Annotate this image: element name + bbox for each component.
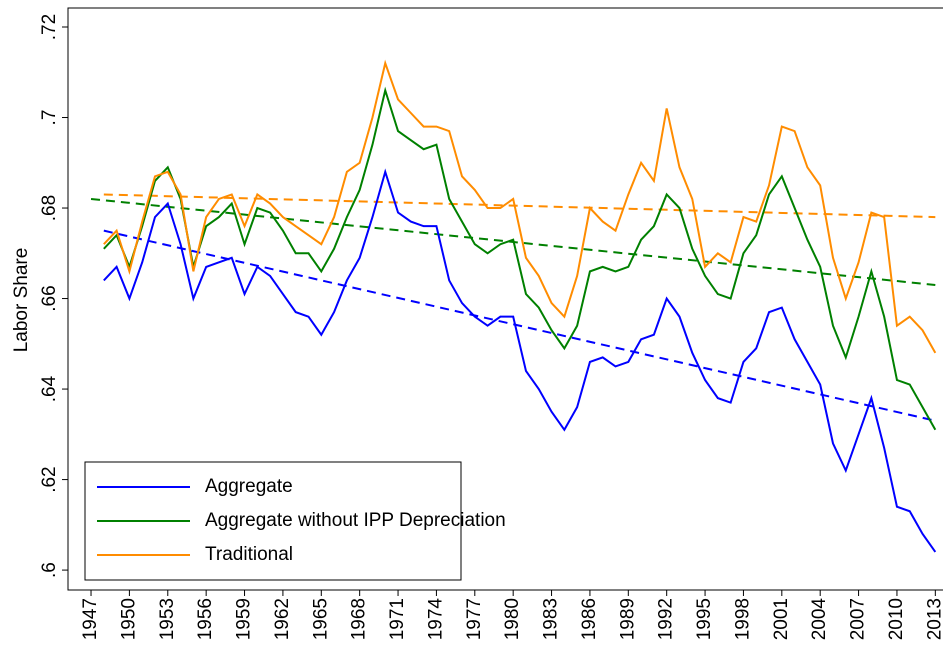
legend-label: Aggregate bbox=[205, 476, 293, 497]
x-tick-label: 1956 bbox=[195, 598, 216, 640]
x-tick-label: 1947 bbox=[80, 598, 101, 640]
x-tick-label: 1959 bbox=[234, 598, 255, 640]
x-tick-label: 2013 bbox=[924, 598, 943, 640]
x-tick-label: 1995 bbox=[694, 598, 715, 640]
x-tick-label: 2010 bbox=[886, 598, 907, 640]
y-tick-label: .72 bbox=[39, 14, 60, 40]
y-axis-label: Labor Share bbox=[11, 248, 32, 353]
y-tick-label: .68 bbox=[39, 195, 60, 221]
x-tick-label: 1968 bbox=[349, 598, 370, 640]
y-tick-label: .62 bbox=[39, 466, 60, 492]
x-tick-label: 1953 bbox=[157, 598, 178, 640]
x-tick-label: 1971 bbox=[387, 598, 408, 640]
legend: Aggregate Aggregate without IPP Depreciat… bbox=[84, 461, 506, 581]
legend-label: Traditional bbox=[205, 544, 293, 565]
x-tick-label: 1989 bbox=[617, 598, 638, 640]
y-tick-label: .66 bbox=[39, 285, 60, 311]
x-tick-label: 1980 bbox=[502, 598, 523, 640]
x-tick-label: 2007 bbox=[848, 598, 869, 640]
x-tick-label: 1986 bbox=[579, 598, 600, 640]
series-line bbox=[103, 86, 937, 431]
x-tick-label: 1998 bbox=[732, 598, 753, 640]
series-line bbox=[103, 59, 937, 354]
y-tick-label: .6 bbox=[39, 562, 60, 578]
x-tick-label: 1983 bbox=[541, 598, 562, 640]
series-line bbox=[103, 168, 937, 553]
x-tick-label: 1965 bbox=[310, 598, 331, 640]
x-tick-label: 1977 bbox=[464, 598, 485, 640]
x-tick-label: 1992 bbox=[656, 598, 677, 640]
x-tick-label: 1962 bbox=[272, 598, 293, 640]
x-tick-label: 1974 bbox=[425, 598, 446, 641]
x-tick-label: 1950 bbox=[118, 598, 139, 640]
x-tick-label: 2004 bbox=[809, 598, 830, 641]
legend-label: Aggregate without IPP Depreciation bbox=[205, 510, 506, 531]
y-tick-label: .64 bbox=[39, 375, 60, 402]
x-tick-label: 2001 bbox=[771, 598, 792, 640]
y-tick-label: .7 bbox=[39, 110, 60, 126]
trend-line bbox=[103, 229, 936, 422]
